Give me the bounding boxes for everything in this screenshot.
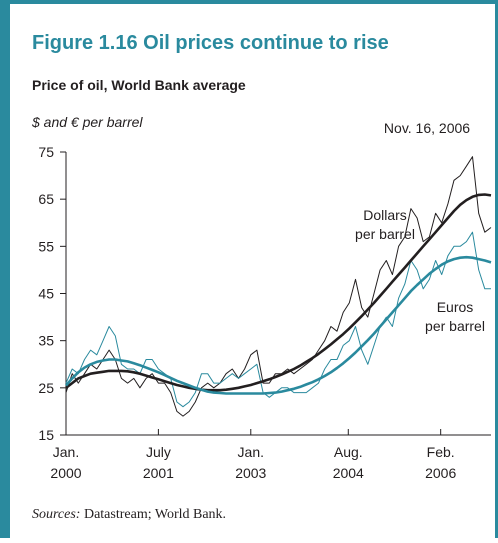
source-label: Sources:	[32, 507, 80, 522]
x-tick-label-line: Jan.	[238, 444, 264, 460]
chart-title: Figure 1.16 Oil prices continue to rise	[32, 32, 389, 54]
y-tick-label: 65	[38, 191, 54, 207]
x-tick-label: Jan. 2000	[50, 444, 81, 481]
annotation-line: Dollars	[363, 207, 407, 223]
y-tick-label: 35	[38, 333, 54, 349]
x-tick-label: Jan. 2003	[235, 444, 266, 481]
annotation-line: per barrel	[355, 226, 415, 242]
x-tick-label-line: 2000	[50, 465, 81, 481]
x-tick-label-line: Feb.	[427, 444, 455, 460]
y-tick-label: 55	[38, 238, 54, 254]
x-tick-label-line: July	[146, 444, 171, 460]
y-tick-label: 25	[38, 380, 54, 396]
source-text: Datastream; World Bank.	[84, 507, 226, 522]
series-line	[65, 255, 492, 395]
annotation-line: Nov. 16, 2006	[384, 120, 470, 136]
x-tick-label-line: 2001	[143, 465, 174, 481]
annotation: Euros per barrel	[425, 299, 485, 334]
x-tick-label-line: Jan.	[53, 444, 79, 460]
x-tick-label: July 2001	[143, 444, 174, 481]
x-tick-label: Feb. 2006	[425, 444, 456, 481]
annotation: Nov. 16, 2006	[384, 120, 470, 136]
annotation-line: Euros	[437, 299, 474, 315]
x-tick-label-line: 2004	[333, 465, 364, 481]
x-tick-label-line: 2006	[425, 465, 456, 481]
source: Sources: Datastream; World Bank.	[32, 507, 226, 522]
x-tick-label: Aug. 2004	[333, 444, 364, 481]
x-tick-label-line: 2003	[235, 465, 266, 481]
x-tick-label-line: Aug.	[334, 444, 363, 460]
y-tick-label: 45	[38, 286, 54, 302]
frame-right	[495, 0, 498, 538]
annotation: Dollars per barrel	[355, 207, 415, 242]
frame-top	[0, 0, 498, 4]
y-tick-label: 75	[38, 144, 54, 160]
y-tick-label: 15	[38, 427, 54, 443]
annotation-line: per barrel	[425, 318, 485, 334]
series-line	[65, 156, 492, 417]
frame-left	[0, 0, 10, 538]
series-line	[65, 193, 492, 392]
y-axis-label: $ and € per barrel	[31, 114, 143, 130]
subtitle: Price of oil, World Bank average	[32, 77, 246, 93]
series-line	[65, 231, 491, 408]
